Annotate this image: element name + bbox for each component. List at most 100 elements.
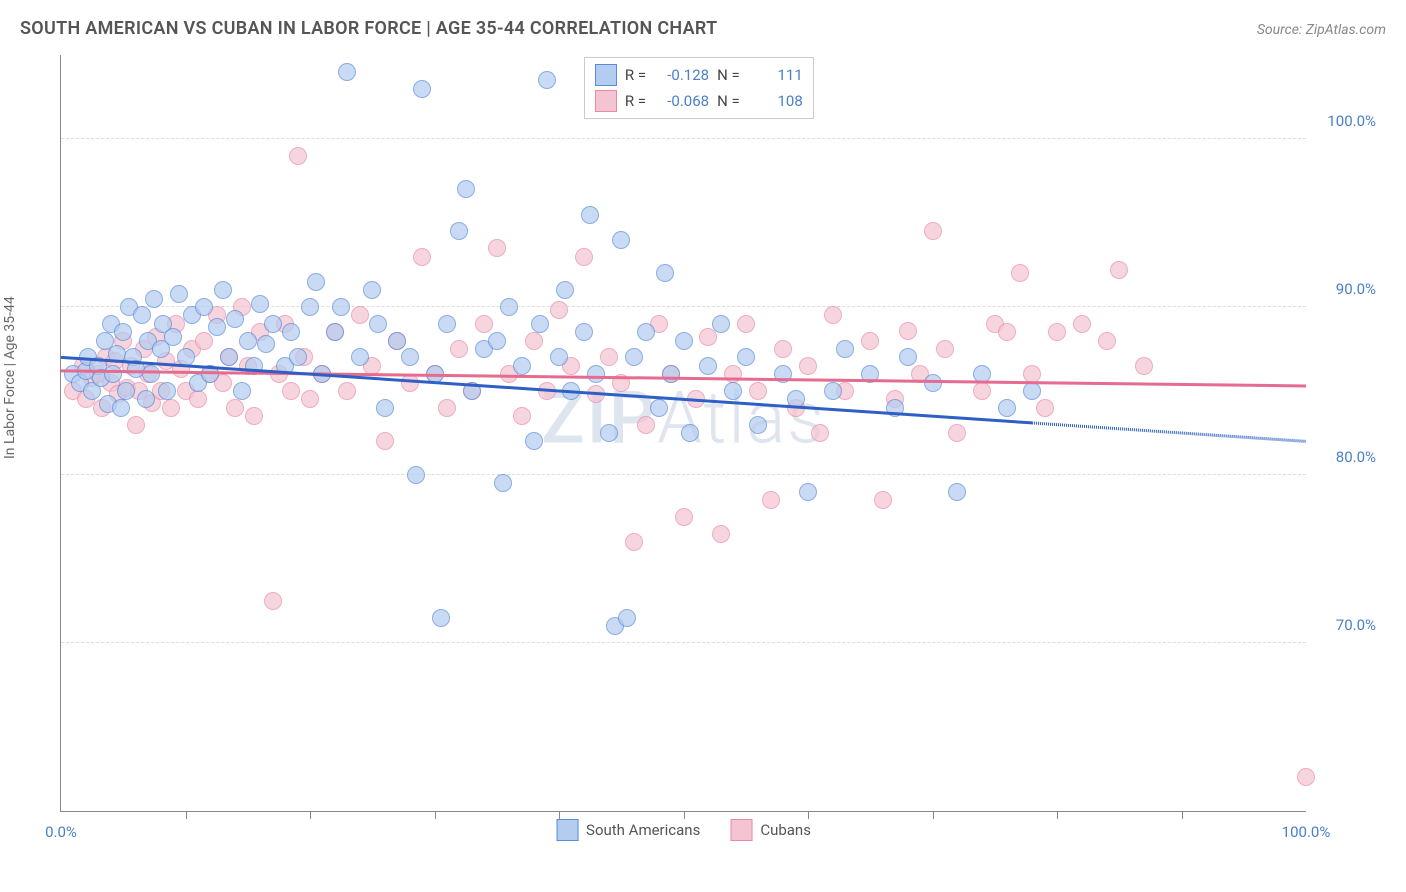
- scatter-point: [612, 374, 630, 392]
- scatter-point: [251, 295, 269, 313]
- scatter-point: [233, 382, 251, 400]
- scatter-point: [936, 340, 954, 358]
- scatter-point: [338, 63, 356, 81]
- scatter-point: [724, 382, 742, 400]
- scatter-point: [637, 416, 655, 434]
- scatter-point: [463, 382, 481, 400]
- scatter-point: [550, 348, 568, 366]
- scatter-point: [899, 322, 917, 340]
- scatter-point: [811, 424, 829, 442]
- scatter-point: [133, 306, 151, 324]
- legend-item: Cubans: [730, 819, 811, 841]
- scatter-point: [257, 335, 275, 353]
- scatter-point: [612, 231, 630, 249]
- scatter-point: [388, 332, 406, 350]
- plot-area: ZIPAtlas R = -0.128 N = 111 R = -0.068 N…: [60, 55, 1306, 812]
- scatter-point: [289, 147, 307, 165]
- scatter-point: [127, 416, 145, 434]
- scatter-point: [656, 264, 674, 282]
- x-tick: [310, 811, 311, 819]
- scatter-point: [488, 239, 506, 257]
- scatter-point: [550, 301, 568, 319]
- legend-label: Cubans: [760, 821, 811, 839]
- scatter-point: [363, 281, 381, 299]
- scatter-point: [164, 328, 182, 346]
- scatter-point: [117, 382, 135, 400]
- x-tick: [933, 811, 934, 819]
- scatter-point: [114, 323, 132, 341]
- scatter-point: [625, 533, 643, 551]
- gridline-h: [61, 642, 1306, 643]
- scatter-point: [538, 71, 556, 89]
- scatter-point: [587, 365, 605, 383]
- scatter-point: [687, 390, 705, 408]
- scatter-point: [600, 348, 618, 366]
- chart-source: Source: ZipAtlas.com: [1257, 22, 1386, 38]
- scatter-point: [282, 323, 300, 341]
- scatter-point: [774, 340, 792, 358]
- scatter-point: [450, 340, 468, 358]
- scatter-point: [737, 315, 755, 333]
- scatter-point: [1110, 261, 1128, 279]
- scatter-point: [799, 483, 817, 501]
- scatter-point: [145, 290, 163, 308]
- scatter-point: [245, 407, 263, 425]
- scatter-point: [1023, 365, 1041, 383]
- scatter-point: [301, 298, 319, 316]
- chart-title: SOUTH AMERICAN VS CUBAN IN LABOR FORCE |…: [20, 18, 717, 39]
- y-tick-label: 80.0%: [1336, 448, 1376, 466]
- scatter-point: [351, 348, 369, 366]
- scatter-point: [326, 323, 344, 341]
- scatter-point: [712, 315, 730, 333]
- x-tick: [186, 811, 187, 819]
- scatter-point: [488, 332, 506, 350]
- scatter-point: [525, 332, 543, 350]
- scatter-point: [170, 285, 188, 303]
- scatter-point: [162, 399, 180, 417]
- scatter-point: [137, 390, 155, 408]
- scatter-point: [948, 483, 966, 501]
- scatter-point: [531, 315, 549, 333]
- scatter-point: [195, 298, 213, 316]
- scatter-point: [581, 206, 599, 224]
- scatter-point: [264, 592, 282, 610]
- scatter-point: [432, 609, 450, 627]
- scatter-point: [513, 407, 531, 425]
- scatter-point: [450, 222, 468, 240]
- stats-row-series-b: R = -0.068 N = 108: [595, 88, 803, 114]
- scatter-point: [774, 365, 792, 383]
- x-tick: [684, 811, 685, 819]
- scatter-point: [824, 306, 842, 324]
- x-tick-label: 0.0%: [45, 823, 77, 841]
- scatter-point: [351, 306, 369, 324]
- scatter-point: [525, 432, 543, 450]
- scatter-point: [924, 222, 942, 240]
- scatter-point: [625, 348, 643, 366]
- x-tick: [435, 811, 436, 819]
- scatter-point: [762, 491, 780, 509]
- scatter-point: [282, 382, 300, 400]
- legend-item: South Americans: [556, 819, 700, 841]
- scatter-point: [264, 315, 282, 333]
- scatter-point: [998, 323, 1016, 341]
- scatter-point: [407, 466, 425, 484]
- scatter-point: [650, 399, 668, 417]
- scatter-point: [289, 348, 307, 366]
- scatter-point: [369, 315, 387, 333]
- scatter-point: [457, 180, 475, 198]
- scatter-point: [538, 382, 556, 400]
- scatter-point: [1048, 323, 1066, 341]
- y-tick-label: 100.0%: [1327, 112, 1376, 130]
- scatter-point: [413, 80, 431, 98]
- scatter-point: [712, 525, 730, 543]
- scatter-point: [556, 281, 574, 299]
- scatter-point: [1011, 264, 1029, 282]
- scatter-point: [475, 315, 493, 333]
- scatter-point: [500, 298, 518, 316]
- scatter-point: [824, 382, 842, 400]
- scatter-point: [413, 248, 431, 266]
- scatter-point: [861, 365, 879, 383]
- chart-wrapper: ZIPAtlas R = -0.128 N = 111 R = -0.068 N…: [20, 55, 1386, 862]
- scatter-point: [737, 348, 755, 366]
- scatter-point: [924, 374, 942, 392]
